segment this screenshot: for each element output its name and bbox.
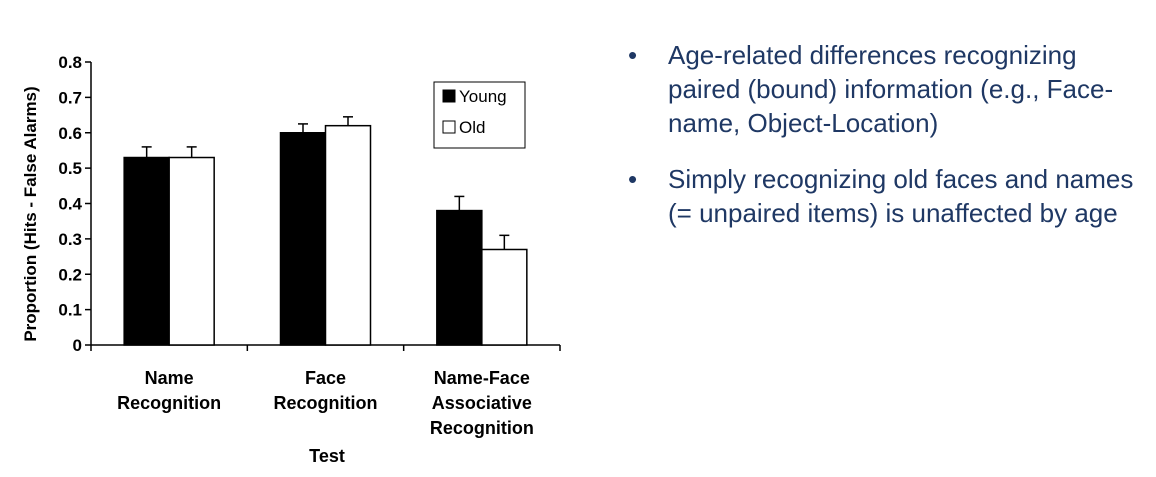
x-tick-label: Recognition — [430, 418, 534, 438]
y-tick-label: 0.5 — [58, 159, 82, 178]
legend-label: Young — [459, 87, 507, 106]
legend-label: Old — [459, 118, 485, 137]
y-tick-label: 0.2 — [58, 265, 82, 284]
bar-young — [279, 132, 327, 346]
bullet-item: • Age-related differences recognizing pa… — [628, 38, 1148, 140]
bar-old — [324, 124, 372, 346]
y-tick-label: 0.4 — [58, 195, 82, 214]
bullet-symbol: • — [628, 164, 638, 194]
x-tick-label: Name-Face — [434, 368, 530, 388]
x-tick-label: Name — [145, 368, 194, 388]
bullet-item: • Simply recognizing old faces and names… — [628, 162, 1148, 230]
x-axis-label: Test — [309, 446, 345, 466]
x-tick-label: Recognition — [117, 393, 221, 413]
y-axis-label: Proportion (Hits - False Alarms) — [21, 86, 40, 341]
bar-chart: 0 0.1 0.2 0.3 0.4 0.5 0.6 0.7 0.8 Name Recognition… — [21, 53, 561, 466]
x-tick-label: Recognition — [274, 393, 378, 413]
y-tick-label: 0.6 — [58, 124, 82, 143]
bar-old — [168, 156, 215, 346]
y-tick-label: 0.3 — [58, 230, 82, 249]
x-tick-label: Face — [305, 368, 346, 388]
legend-swatch — [442, 120, 456, 134]
bullet-text: Simply recognizing old faces and names (… — [668, 164, 1134, 228]
y-tick-label: 0.1 — [58, 301, 82, 320]
y-tick-label: 0.8 — [58, 53, 82, 72]
bullet-text: Age-related differences recognizing pair… — [668, 40, 1114, 138]
chart-bars — [123, 116, 528, 346]
bullet-list: • Age-related differences recognizing pa… — [628, 38, 1148, 252]
bar-old — [481, 248, 528, 346]
bullet-symbol: • — [628, 40, 638, 70]
legend-swatch — [442, 89, 456, 103]
y-tick-label: 0.7 — [58, 88, 82, 107]
y-tick-label: 0 — [73, 336, 82, 355]
chart-axes: 0 0.1 0.2 0.3 0.4 0.5 0.6 0.7 0.8 Name Recognition… — [58, 53, 561, 438]
bar-young — [436, 209, 483, 346]
x-tick-label: Associative — [432, 393, 532, 413]
bar-young — [123, 156, 170, 346]
chart-legend: Young Old — [433, 81, 526, 149]
